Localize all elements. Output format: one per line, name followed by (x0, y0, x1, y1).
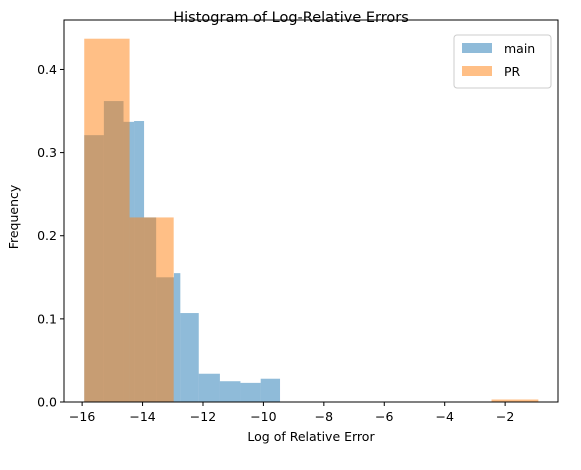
bar-main-7 (180, 313, 199, 402)
y-tick-label: 0.0 (37, 395, 57, 410)
bar-main-11 (260, 378, 281, 402)
y-tick-label: 0.4 (37, 62, 57, 77)
bars-layer (84, 38, 539, 403)
legend-swatch-main (462, 43, 492, 53)
bar-pr-0 (84, 38, 130, 403)
legend-frame (453, 34, 552, 89)
y-tick-label: 0.1 (37, 311, 57, 326)
bar-main-10 (240, 382, 261, 402)
chart-title: Histogram of Log-Relative Errors (173, 10, 409, 26)
bar-pr-9 (491, 399, 539, 402)
y-axis-label: Frequency (6, 184, 21, 249)
x-tick-label: −2 (496, 409, 514, 424)
bar-main-9 (219, 381, 241, 402)
y-tick-label: 0.2 (37, 228, 57, 243)
y-tick-label: 0.3 (37, 145, 57, 160)
y-axis-ticks: 0.0 0.1 0.2 0.3 0.4 (37, 62, 64, 410)
bar-main-8 (198, 373, 220, 402)
series-pr (84, 38, 539, 403)
bar-main-6 (173, 273, 181, 402)
x-tick-label: −6 (375, 409, 393, 424)
legend: main PR (453, 34, 552, 89)
legend-label-pr: PR (504, 64, 521, 79)
x-axis-ticks: −16 −14 −12 −10 −8 −6 −4 −2 (69, 402, 514, 424)
x-tick-label: −4 (435, 409, 453, 424)
x-axis-label: Log of Relative Error (247, 429, 375, 444)
x-tick-label: −8 (315, 409, 333, 424)
x-tick-label: −16 (69, 409, 95, 424)
x-tick-label: −14 (129, 409, 155, 424)
legend-label-main: main (504, 41, 535, 56)
legend-swatch-pr (462, 66, 492, 76)
plot-frame (63, 19, 559, 403)
x-tick-label: −12 (190, 409, 216, 424)
x-tick-label: −10 (250, 409, 276, 424)
bar-pr-1 (129, 217, 174, 402)
